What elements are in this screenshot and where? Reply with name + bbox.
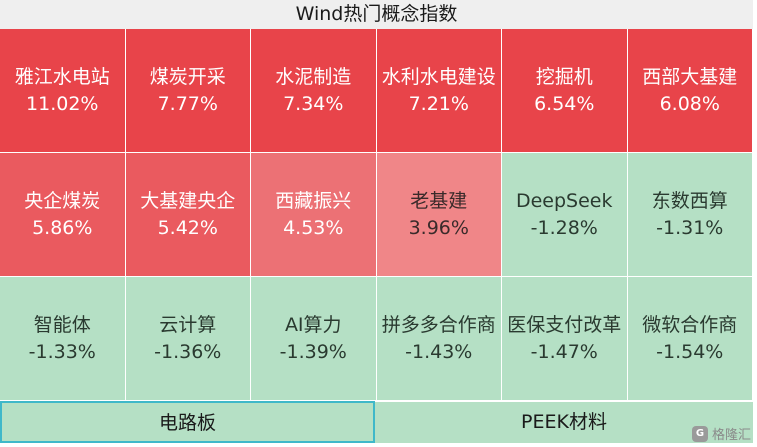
- concept-name: DeepSeek: [515, 189, 613, 212]
- concept-tile[interactable]: 煤炭开采 7.77%: [125, 29, 251, 153]
- concept-name: 水泥制造: [275, 65, 352, 88]
- concept-name: 云计算: [159, 313, 217, 336]
- concept-change-percent: 4.53%: [283, 216, 344, 239]
- concept-change-percent: -1.39%: [279, 340, 347, 363]
- concept-change-percent: -1.43%: [405, 340, 473, 363]
- concept-change-percent: -1.36%: [154, 340, 222, 363]
- bottom-tab-bar: 电路板 PEEK材料: [0, 401, 753, 443]
- concept-name: AI算力: [284, 313, 342, 336]
- concept-change-percent: 3.96%: [408, 216, 469, 239]
- concept-change-percent: 7.77%: [157, 92, 218, 115]
- concept-change-percent: -1.47%: [530, 340, 598, 363]
- concept-name: 挖掘机: [535, 65, 593, 88]
- page-title: Wind热门概念指数: [0, 0, 753, 29]
- concept-tile[interactable]: 挖掘机 6.54%: [502, 29, 628, 153]
- concept-change-percent: -1.33%: [28, 340, 96, 363]
- concept-tile[interactable]: 智能体 -1.33%: [0, 277, 126, 401]
- concept-tile[interactable]: 云计算 -1.36%: [125, 277, 251, 401]
- concept-tile[interactable]: AI算力 -1.39%: [251, 277, 377, 401]
- concept-change-percent: 11.02%: [26, 92, 99, 115]
- concept-tile[interactable]: 水泥制造 7.34%: [251, 29, 377, 153]
- concept-name: 煤炭开采: [149, 65, 226, 88]
- concept-change-percent: 5.86%: [32, 216, 93, 239]
- concept-name: 雅江水电站: [14, 65, 110, 88]
- concept-name: 老基建: [410, 189, 468, 212]
- concept-tile[interactable]: DeepSeek -1.28%: [502, 153, 628, 277]
- watermark-text: 格隆汇: [711, 428, 751, 443]
- concept-tile[interactable]: 西藏振兴 4.53%: [251, 153, 377, 277]
- concept-change-percent: 5.42%: [157, 216, 218, 239]
- concept-name: 拼多多合作商: [381, 313, 496, 336]
- gelonghui-logo-icon: G: [691, 425, 708, 442]
- concept-change-percent: 7.21%: [408, 92, 469, 115]
- concept-name: 医保支付改革: [507, 313, 622, 336]
- concept-tile[interactable]: 央企煤炭 5.86%: [0, 153, 126, 277]
- concept-name: 水利水电建设: [381, 65, 496, 88]
- concept-tile[interactable]: 老基建 3.96%: [376, 153, 502, 277]
- concept-change-percent: -1.31%: [656, 216, 724, 239]
- watermark: G 格隆汇: [691, 424, 751, 443]
- concept-change-percent: 6.54%: [534, 92, 595, 115]
- concept-tile[interactable]: 微软合作商 -1.54%: [627, 277, 753, 401]
- concept-change-percent: 6.08%: [659, 92, 720, 115]
- concept-change-percent: -1.28%: [530, 216, 598, 239]
- concept-heatmap-grid: 雅江水电站 11.02% 煤炭开采 7.77% 水泥制造 7.34% 水利水电建设 7.21%…: [0, 29, 753, 401]
- concept-name: 智能体: [33, 313, 91, 336]
- concept-tile[interactable]: 水利水电建设 7.21%: [376, 29, 502, 153]
- concept-tile[interactable]: 东数西算 -1.31%: [627, 153, 753, 277]
- tab-peek-material[interactable]: PEEK材料: [375, 401, 753, 443]
- concept-tile[interactable]: 西部大基建 6.08%: [627, 29, 753, 153]
- concept-name: 东数西算: [651, 189, 728, 212]
- tab-circuit-board[interactable]: 电路板: [0, 401, 375, 443]
- concept-change-percent: 7.34%: [283, 92, 344, 115]
- concept-tile[interactable]: 医保支付改革 -1.47%: [502, 277, 628, 401]
- concept-name: 西部大基建: [642, 65, 738, 88]
- concept-name: 央企煤炭: [24, 189, 101, 212]
- concept-name: 微软合作商: [642, 313, 738, 336]
- concept-name: 大基建央企: [140, 189, 236, 212]
- concept-tile[interactable]: 大基建央企 5.42%: [125, 153, 251, 277]
- concept-change-percent: -1.54%: [656, 340, 724, 363]
- concept-tile[interactable]: 雅江水电站 11.02%: [0, 29, 126, 153]
- concept-tile[interactable]: 拼多多合作商 -1.43%: [376, 277, 502, 401]
- concept-name: 西藏振兴: [275, 189, 352, 212]
